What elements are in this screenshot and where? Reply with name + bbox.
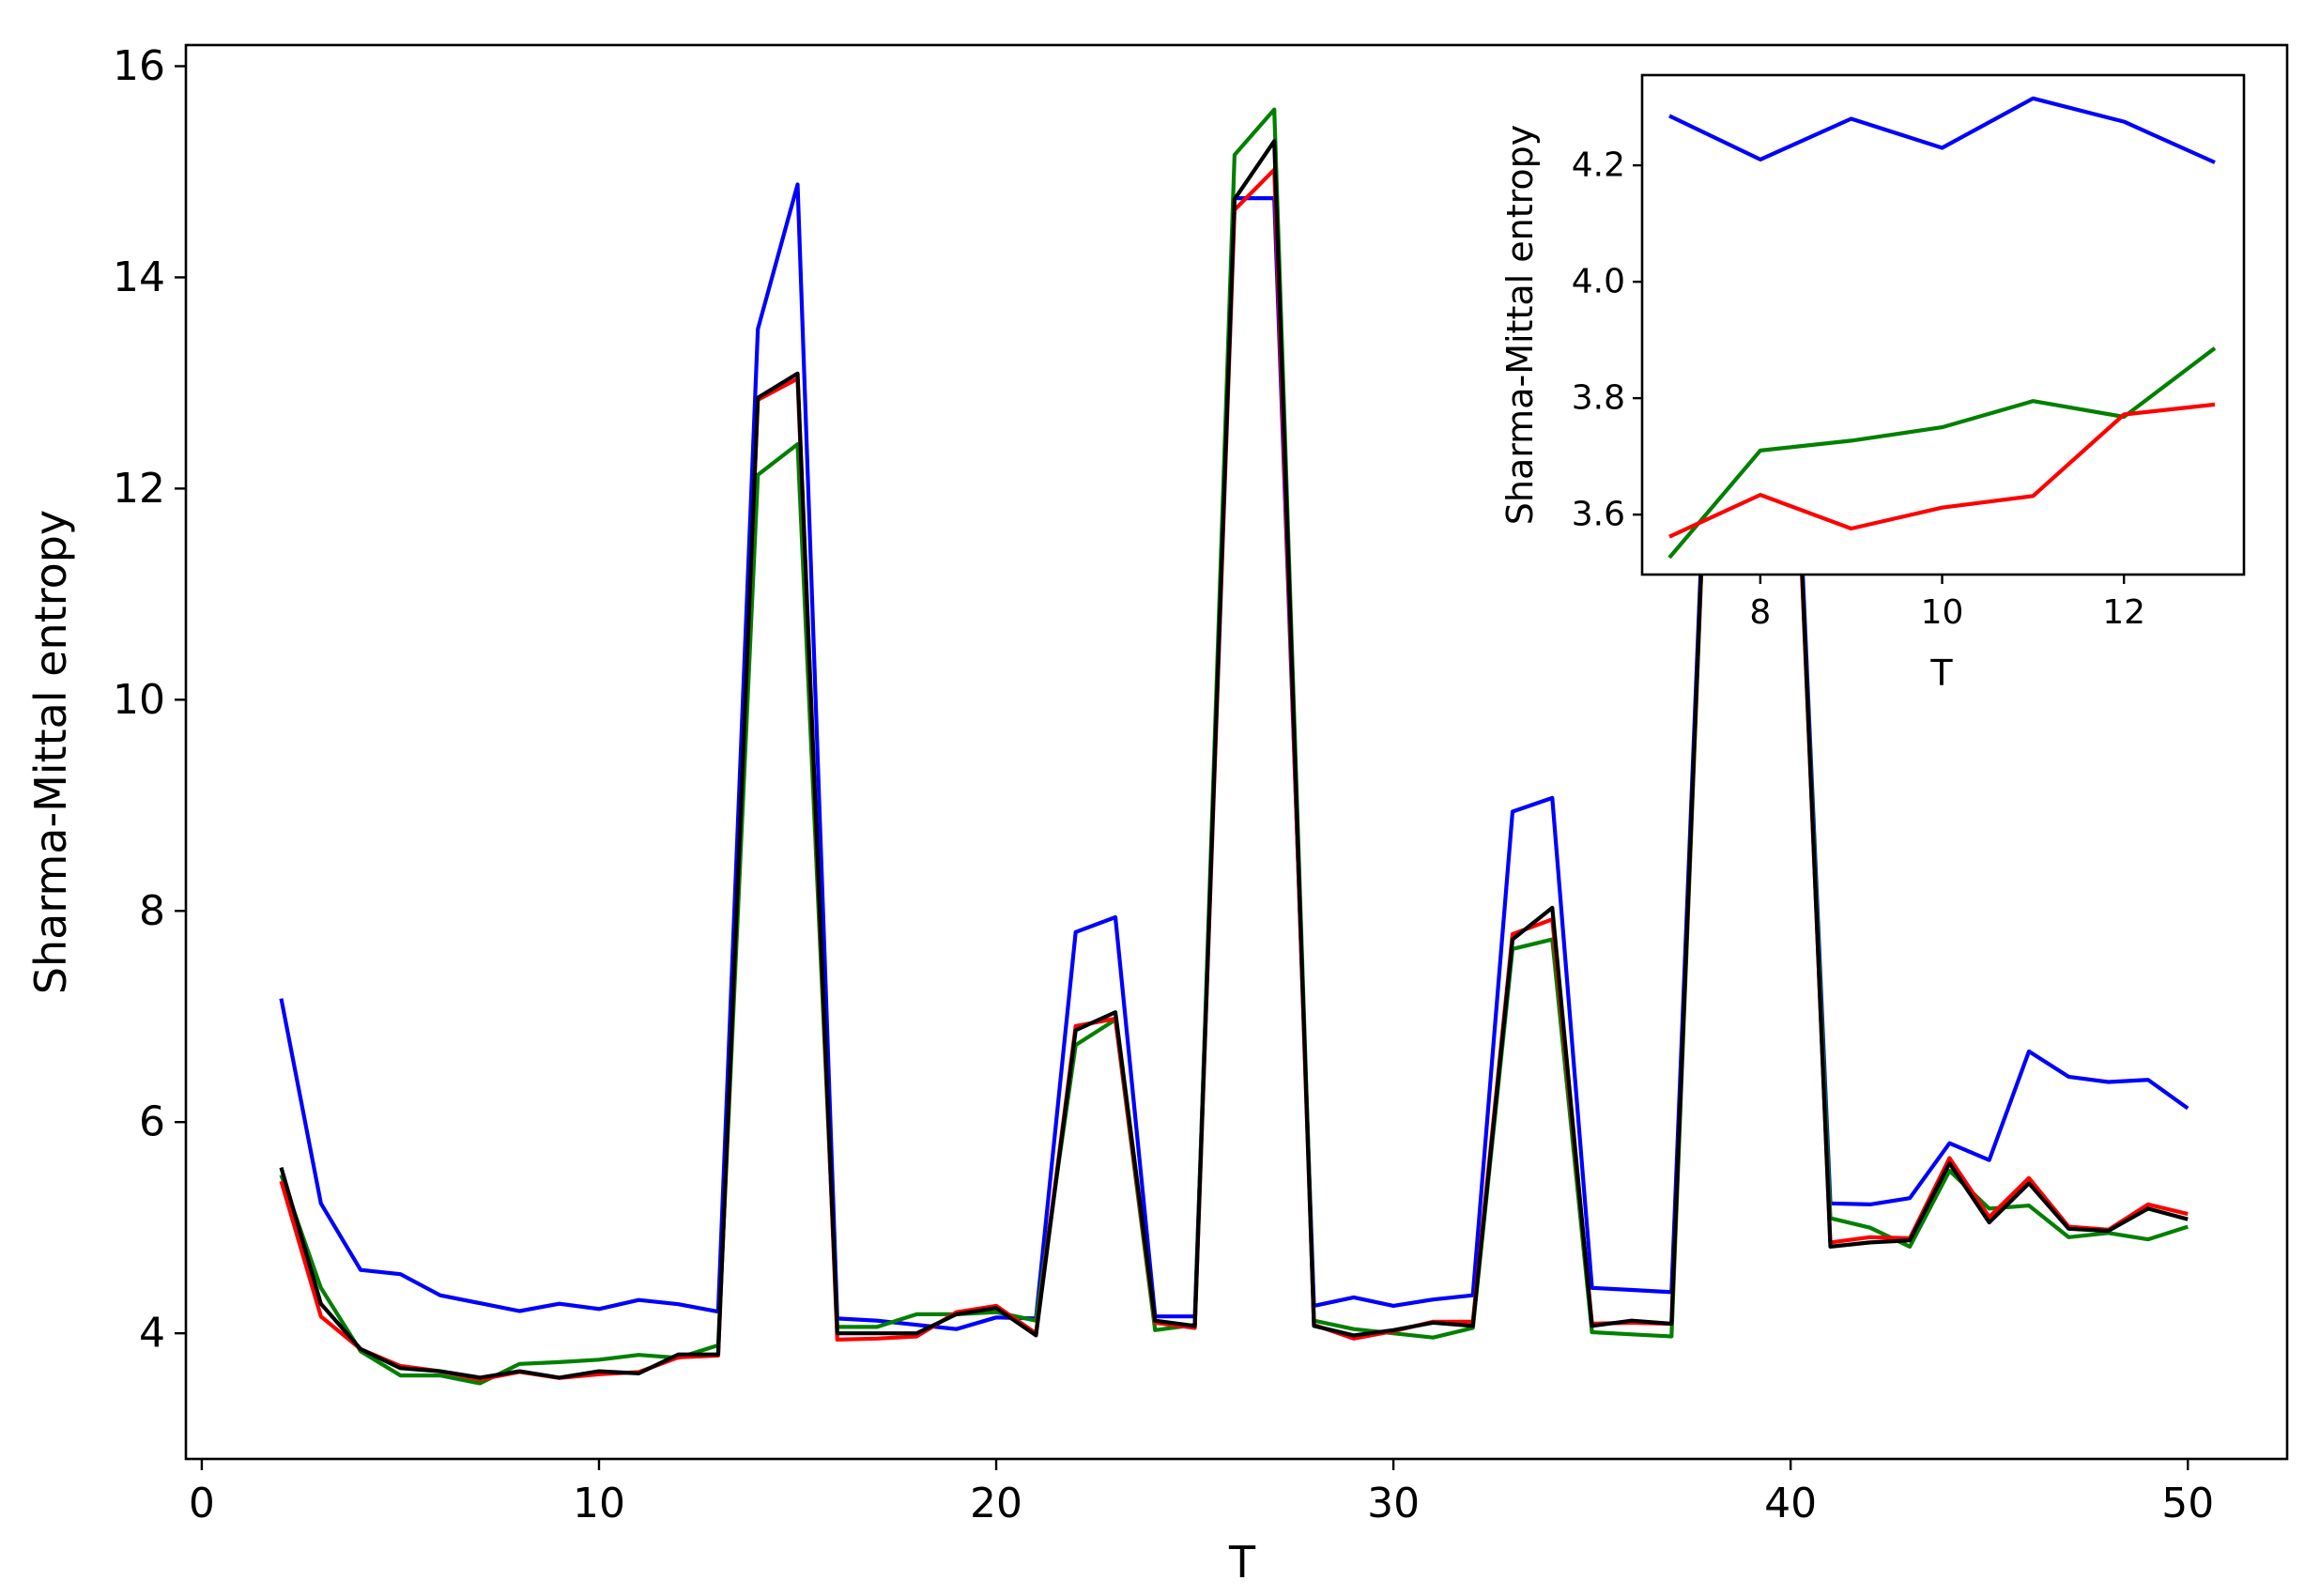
x-tick-label: 10 bbox=[573, 1480, 625, 1527]
inset-series-blue-line bbox=[1668, 96, 2216, 164]
x-tick-label: 8 bbox=[1749, 593, 1771, 632]
x-tick-label: 12 bbox=[2102, 593, 2145, 632]
y-tick-label: 4.2 bbox=[1572, 146, 1625, 185]
inset-axes: 8 10 12 3.6 3.8 4.0 4.2 T Sharma-Mittal entro… bbox=[1499, 73, 2246, 694]
main-y-axis-ticks: 4 6 8 10 12 14 16 bbox=[113, 42, 186, 1358]
y-tick-label: 4 bbox=[139, 1310, 165, 1358]
y-tick-label: 16 bbox=[113, 42, 165, 90]
main-plot-lines bbox=[279, 107, 2189, 1386]
y-tick-label: 14 bbox=[113, 253, 165, 301]
inset-series-red-line bbox=[1668, 402, 2216, 539]
main-x-axis-label: T bbox=[1228, 1537, 1256, 1588]
y-tick-label: 4.0 bbox=[1572, 263, 1625, 301]
y-tick-label: 12 bbox=[113, 465, 165, 513]
y-tick-label: 8 bbox=[139, 887, 165, 935]
y-tick-label: 10 bbox=[113, 676, 165, 724]
x-tick-label: 0 bbox=[189, 1480, 215, 1527]
inset-y-axis-label: Sharma-Mittal entropy bbox=[1499, 125, 1541, 526]
x-tick-label: 30 bbox=[1367, 1480, 1420, 1527]
x-tick-label: 20 bbox=[970, 1480, 1022, 1527]
main-x-axis-ticks: 0 10 20 30 40 50 bbox=[189, 1459, 2214, 1527]
main-series-black-line bbox=[279, 139, 2189, 1380]
y-tick-label: 6 bbox=[139, 1098, 165, 1146]
y-tick-label: 3.6 bbox=[1572, 496, 1625, 534]
y-tick-label: 3.8 bbox=[1572, 379, 1625, 418]
main-axes-frame bbox=[184, 43, 2289, 1461]
x-tick-label: 50 bbox=[2161, 1480, 2214, 1527]
inset-x-axis-ticks: 8 10 12 bbox=[1749, 575, 2145, 632]
main-series-green-line bbox=[279, 107, 2189, 1386]
x-tick-label: 40 bbox=[1764, 1480, 1817, 1527]
main-y-axis-label: Sharma-Mittal entropy bbox=[25, 510, 76, 994]
x-tick-label: 10 bbox=[1921, 593, 1964, 632]
inset-background bbox=[1642, 75, 2244, 575]
inset-plot-lines bbox=[1667, 96, 2217, 560]
inset-y-axis-ticks: 3.6 3.8 4.0 4.2 bbox=[1572, 146, 1642, 534]
inset-x-axis-label: T bbox=[1929, 652, 1953, 694]
